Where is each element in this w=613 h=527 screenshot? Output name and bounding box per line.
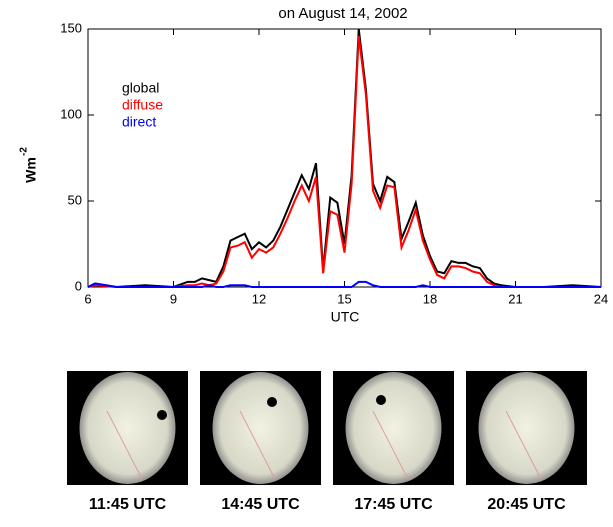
- chart-title: on August 14, 2002: [278, 5, 407, 22]
- sky-dome: [212, 372, 309, 484]
- series-line: [87, 280, 601, 288]
- y-axis-label-text: Wm: [23, 157, 39, 183]
- y-tick-label: 150: [60, 20, 82, 35]
- x-tick-label: 9: [170, 291, 177, 306]
- x-axis-label: UTC: [331, 309, 360, 325]
- photo-caption: 14:45 UTC: [221, 496, 300, 513]
- sun-shade: [157, 410, 167, 420]
- y-axis-label: Wm -2: [19, 147, 39, 183]
- sky-dome: [79, 372, 176, 484]
- wire: [372, 410, 409, 480]
- x-tick-label: 24: [594, 291, 608, 306]
- wire: [239, 410, 276, 480]
- photo-caption: 17:45 UTC: [354, 496, 433, 513]
- sky-dome: [478, 372, 575, 484]
- legend-entry: global: [122, 80, 159, 96]
- photos: 11:45 UTC 14:45 UTC 17:45 UTC 20:45 UTC: [67, 371, 587, 513]
- wire: [106, 410, 143, 480]
- photo-caption: 20:45 UTC: [487, 496, 566, 513]
- y-tick-label: 0: [75, 278, 82, 293]
- legend-entry: diffuse: [122, 97, 163, 113]
- series-line: [87, 35, 601, 288]
- x-tick-label: 15: [337, 291, 351, 306]
- legend-entry: direct: [122, 114, 156, 130]
- x-tick-label: 18: [423, 291, 437, 306]
- sky-dome: [345, 372, 442, 484]
- sun-shade: [376, 395, 386, 405]
- y-tick-label: 50: [68, 192, 82, 207]
- x-tick-label: 21: [508, 291, 522, 306]
- x-tick-label: 12: [252, 291, 266, 306]
- series-line: [87, 28, 602, 289]
- wire: [505, 410, 542, 480]
- sun-shade: [267, 397, 277, 407]
- y-tick-label: 100: [60, 106, 82, 121]
- photo-caption: 11:45 UTC: [89, 496, 167, 513]
- y-axis-label-sup: -2: [19, 147, 30, 156]
- x-tick-label: 6: [84, 291, 91, 306]
